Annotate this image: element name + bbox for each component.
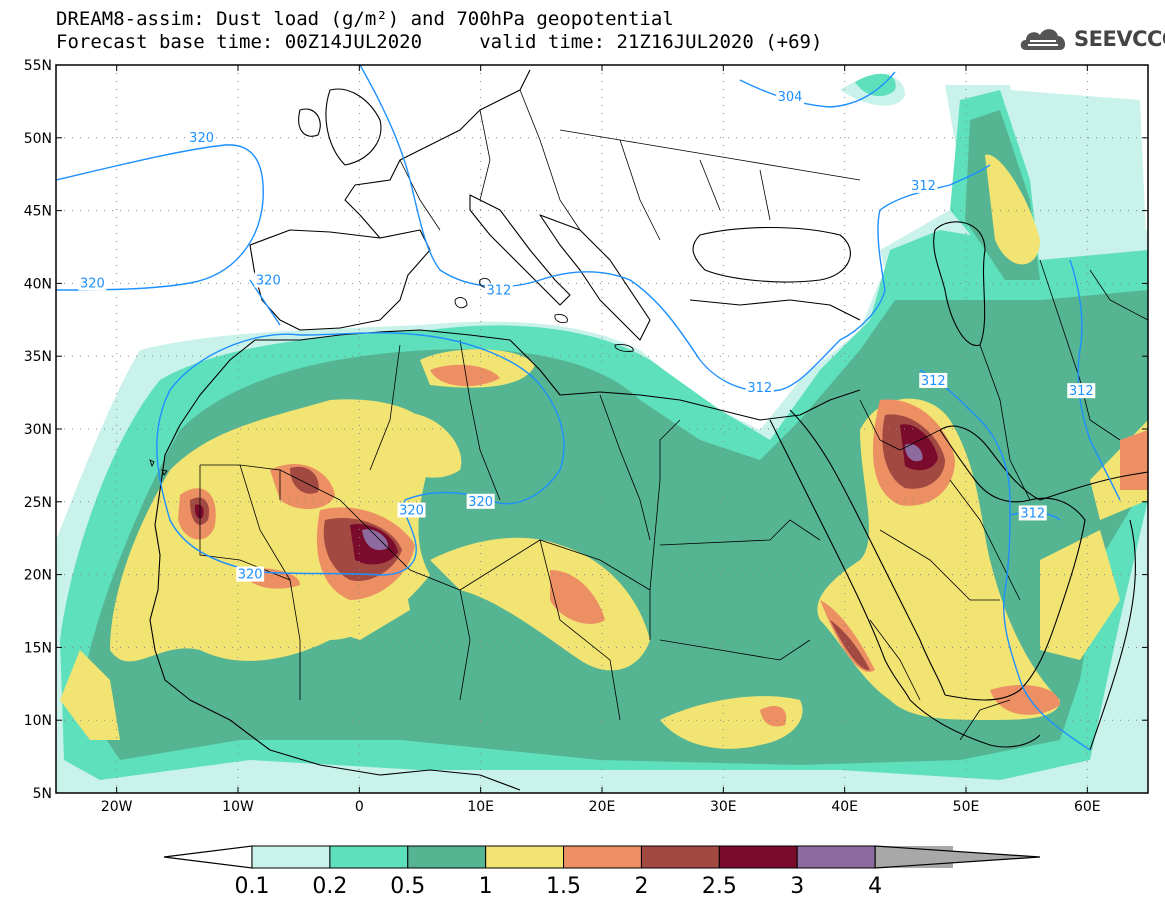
contour-label-bg: [78, 275, 107, 291]
contour-label: 312: [747, 381, 772, 396]
lon-label: 30E: [710, 799, 737, 815]
colorbar-low-arrow: [163, 845, 253, 869]
contour-labels: 320 320 320 312 304 312 312 312 312 320 320 320 312: [78, 89, 1096, 583]
cloud-icon: [1020, 29, 1066, 50]
map-title-line2: Forecast base time: 00Z14JUL2020 valid t…: [56, 31, 823, 53]
contour-label: 312: [1069, 384, 1094, 399]
colorbar-label: 2.5: [702, 874, 737, 899]
lon-label: 10E: [467, 799, 494, 815]
lat-label: 50N: [24, 131, 52, 147]
contour-label-bg: [236, 566, 265, 582]
lat-label: 30N: [24, 422, 52, 438]
contour-label: 320: [238, 568, 263, 583]
contour-label-bg: [745, 380, 774, 396]
lat-label: 20N: [24, 568, 52, 584]
contour-label: 320: [256, 273, 281, 288]
colorbar-label: 4: [868, 874, 882, 899]
colorbar-label: 0.1: [235, 874, 270, 899]
contour-label: 320: [189, 131, 214, 146]
axis-ticks: [56, 64, 1148, 794]
colorbar-segment: [563, 845, 642, 869]
colorbar: 0.1 0.2 0.5 1 1.5 2 2.5 3 4: [163, 845, 1041, 899]
colorbar-high-arrow: [874, 845, 1041, 869]
seevccc-logo: SEEVCCC: [1018, 22, 1165, 56]
contour-label: 320: [399, 504, 424, 519]
political-borders: [199, 89, 1148, 741]
contour-label: 312: [1020, 506, 1045, 521]
dust-field-3: [362, 443, 923, 551]
contour-label-bg: [484, 282, 513, 298]
colorbar-label: 3: [790, 874, 804, 899]
contour-label-bg: [397, 502, 426, 518]
lat-label: 25N: [24, 495, 52, 511]
contour-label: 312: [911, 179, 936, 194]
lon-label: 50E: [953, 799, 980, 815]
contour-label-bg: [254, 272, 283, 288]
lon-label: 20E: [589, 799, 616, 815]
colorbar-segment: [640, 845, 720, 869]
contour-label-bg: [776, 89, 805, 105]
lat-label: 35N: [24, 349, 52, 365]
contour-label-bg: [1067, 383, 1096, 399]
lat-label: 5N: [33, 786, 52, 802]
lat-label: 10N: [24, 713, 52, 729]
colorbar-segment: [485, 845, 565, 869]
lon-label: 20W: [101, 799, 133, 815]
lat-label: 15N: [24, 640, 52, 656]
colorbar-label: 0.5: [390, 874, 425, 899]
colorbar-segment: [407, 845, 487, 869]
contour-label: 312: [921, 374, 946, 389]
contour-label-bg: [187, 129, 216, 145]
colorbar-label: 0.2: [312, 874, 347, 899]
map-title-line1: DREAM8-assim: Dust load (g/m²) and 700hP…: [56, 8, 674, 30]
lat-label: 55N: [24, 58, 52, 74]
contour-label-bg: [909, 177, 938, 193]
longitude-labels: 20W 10W 0 10E 20E 30E 40E 50E 60E: [101, 799, 1101, 815]
lat-label: 40N: [24, 276, 52, 292]
lon-label: 10W: [222, 799, 254, 815]
lon-label: 40E: [831, 799, 858, 815]
colorbar-segment: [796, 845, 876, 869]
coastlines-borders: [149, 69, 1148, 791]
lon-label: 60E: [1074, 799, 1101, 815]
contour-label: 312: [486, 284, 511, 299]
contour-label: 320: [80, 276, 105, 291]
logo-text: SEEVCCC: [1074, 27, 1165, 51]
contour-label-bg: [1018, 505, 1047, 521]
latitude-labels: 55N 50N 45N 40N 35N 30N 25N 20N 15N 10N 5N: [24, 58, 52, 802]
contour-label: 320: [468, 495, 493, 510]
contour-label-bg: [919, 372, 948, 388]
colorbar-label: 1.5: [546, 874, 581, 899]
colorbar-label: 1: [479, 874, 493, 899]
colorbar-segment: [718, 845, 798, 869]
contour-label: 304: [778, 90, 803, 105]
colorbar-segment: [329, 845, 409, 869]
lon-label: 0: [355, 799, 364, 815]
map-plot-area: [56, 65, 1148, 793]
colorbar-segment: [251, 845, 331, 869]
lat-label: 45N: [24, 204, 52, 220]
colorbar-label: 2: [634, 874, 648, 899]
contour-label-bg: [466, 493, 495, 509]
